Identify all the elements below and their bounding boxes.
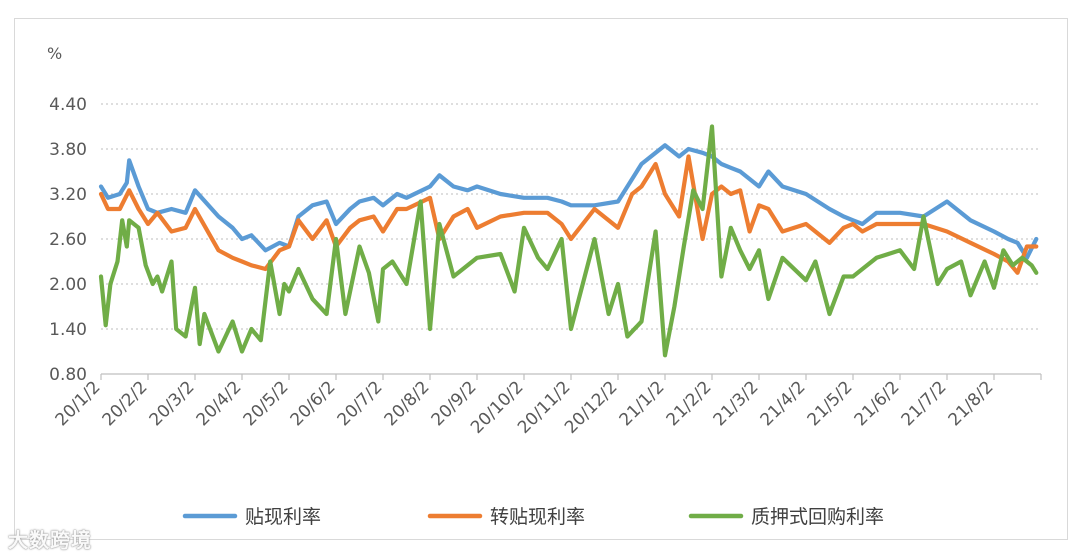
x-tick-label: 21/1/2 [616, 377, 669, 430]
y-tick-label: 3.80 [49, 140, 87, 160]
x-tick-label: 20/2/2 [99, 377, 152, 430]
x-tick-label: 21/8/2 [945, 377, 998, 430]
x-tick-label: 20/3/2 [146, 377, 199, 430]
x-axis: 20/1/220/2/220/3/220/4/220/5/220/6/220/7… [52, 373, 1042, 438]
legend: 贴现利率 转贴现利率 质押式回购利率 [182, 506, 884, 528]
series-lines [98, 124, 1039, 358]
x-tick-label: 21/5/2 [804, 377, 857, 430]
y-axis: 4.40 3.80 3.20 2.60 2.00 1.40 0.80 [49, 95, 87, 385]
y-tick-label: 2.00 [49, 275, 87, 295]
x-tick-label: 20/1/2 [52, 377, 105, 430]
x-tick-label: 20/5/2 [240, 377, 293, 430]
x-tick-label: 21/6/2 [851, 377, 904, 430]
x-tick-label: 20/4/2 [193, 377, 246, 430]
x-tick-label: 21/2/2 [663, 377, 716, 430]
x-tick-label: 20/8/2 [381, 377, 434, 430]
line-chart: 4.40 3.80 3.20 2.60 2.00 1.40 0.80 20/1/220/2/… [47, 44, 1042, 528]
x-tick-label: 21/7/2 [898, 377, 951, 430]
y-tick-label: 4.40 [49, 95, 87, 115]
series-line-1 [98, 143, 1039, 260]
x-tick-label: 20/12/2 [561, 377, 621, 437]
y-tick-label: 0.80 [49, 365, 87, 385]
series-line-3 [98, 124, 1039, 358]
legend-label: 质押式回购利率 [751, 506, 884, 528]
x-tick-label: 21/4/2 [757, 377, 810, 430]
y-tick-label: 2.60 [49, 230, 87, 250]
y-tick-label: 1.40 [49, 320, 87, 340]
x-tick-label: 21/3/2 [710, 377, 763, 430]
legend-label: 转贴现利率 [490, 506, 585, 528]
y-tick-label: 3.20 [49, 185, 87, 205]
chart-frame: 4.40 3.80 3.20 2.60 2.00 1.40 0.80 20/1/2 20/2/… [14, 18, 1068, 540]
x-tick-label: 20/7/2 [334, 377, 387, 430]
legend-label: 贴现利率 [245, 506, 321, 528]
watermark-logo: 大数跨境 [8, 528, 92, 552]
series-line-2 [98, 154, 1039, 275]
x-tick-label: 20/6/2 [287, 377, 340, 430]
gridlines [101, 103, 1041, 330]
y-unit-label: % [47, 44, 62, 63]
